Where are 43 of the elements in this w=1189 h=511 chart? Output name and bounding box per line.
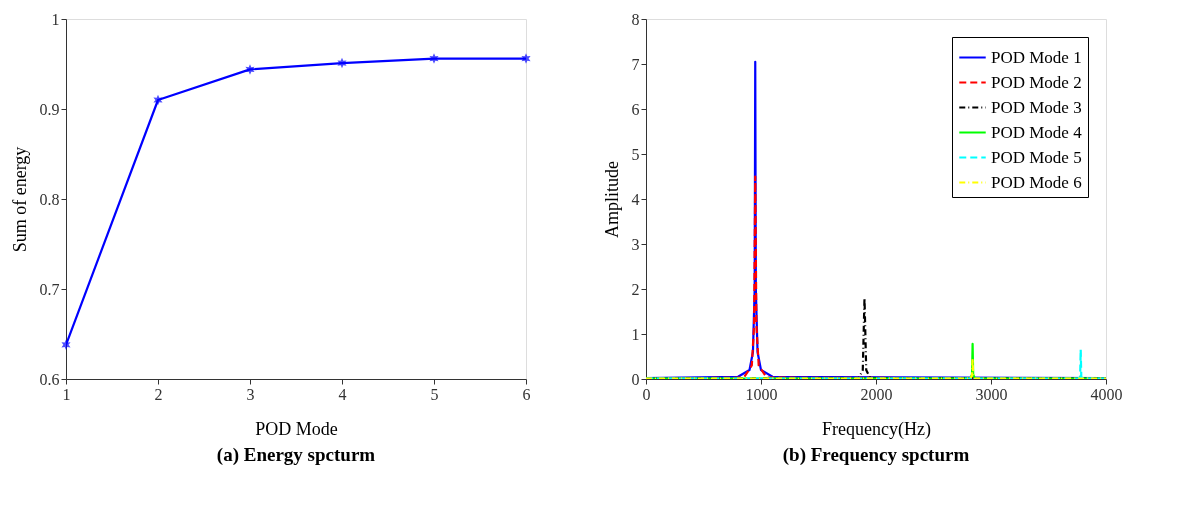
- y-tick-label: 2: [631, 280, 640, 298]
- y-tick-label: 0.7: [39, 280, 60, 298]
- y-tick-label: 5: [631, 145, 640, 163]
- legend-label: POD Mode 3: [991, 97, 1082, 117]
- x-tick-label: 4: [338, 385, 347, 403]
- y-tick-label: 0: [631, 370, 640, 388]
- point: [153, 94, 163, 106]
- legend-label: POD Mode 6: [991, 172, 1082, 192]
- y-tick-label: 4: [631, 190, 640, 208]
- point: [429, 53, 439, 64]
- x-axis-title: Frequency(Hz): [822, 418, 931, 440]
- point: [61, 339, 71, 351]
- y-tick-label: 8: [631, 10, 640, 28]
- x-tick-label: 3: [246, 385, 255, 403]
- point: [337, 57, 347, 69]
- x-tick-label: 1000: [745, 385, 778, 403]
- x-tick-label: 1: [62, 385, 71, 403]
- y-tick-label: 1: [51, 10, 60, 28]
- x-tick-label: 3000: [975, 385, 1008, 403]
- y-tick-label: 3: [631, 235, 640, 253]
- x-tick-label: 2000: [860, 385, 893, 403]
- y-axis-title: Sum of energy: [9, 146, 30, 253]
- y-tick-label: 0.6: [39, 370, 60, 388]
- legend-label: POD Mode 1: [991, 47, 1082, 67]
- point: [521, 53, 531, 64]
- legend-label: POD Mode 2: [991, 72, 1082, 92]
- legend-label: POD Mode 5: [991, 147, 1082, 167]
- x-tick-label: 2: [154, 385, 163, 403]
- x-tick-label: 4000: [1090, 385, 1123, 403]
- x-tick-label: 6: [522, 385, 531, 403]
- legend-label: POD Mode 4: [991, 122, 1083, 142]
- text: (a) Energy spcturm: [216, 444, 376, 466]
- y-tick-label: 6: [631, 100, 640, 118]
- text: (b) Frequency spcturm: [782, 444, 970, 466]
- y-axis-title: Amplitude: [601, 161, 622, 238]
- point: [245, 64, 255, 75]
- x-axis-title: POD Mode: [255, 418, 338, 439]
- x-tick-label: 0: [642, 385, 651, 403]
- y-tick-label: 0.8: [39, 190, 60, 208]
- y-tick-label: 7: [631, 55, 640, 73]
- y-tick-label: 1: [631, 325, 640, 343]
- y-tick-label: 0.9: [39, 100, 60, 118]
- x-tick-label: 5: [430, 385, 439, 403]
